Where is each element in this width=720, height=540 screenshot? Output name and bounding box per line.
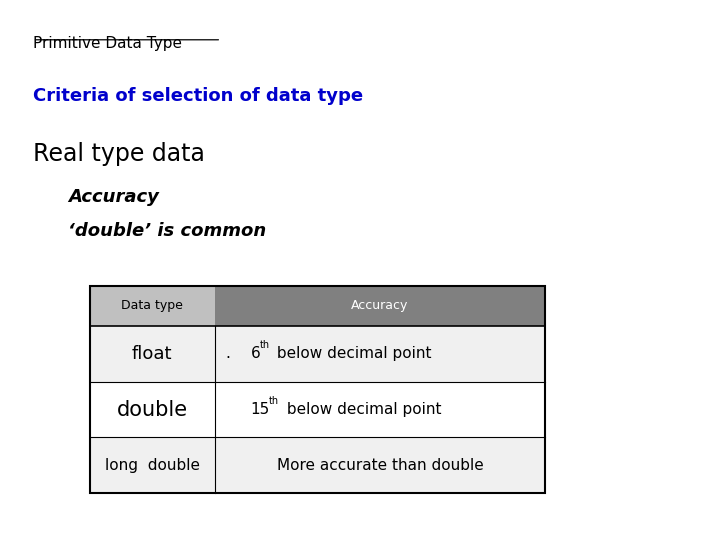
Text: ‘double’ is common: ‘double’ is common [68, 222, 266, 240]
Text: 15: 15 [251, 402, 270, 417]
Bar [89, 286, 215, 326]
Text: long  double: long double [104, 458, 199, 473]
Text: below decimal point: below decimal point [282, 402, 441, 417]
Text: float: float [132, 345, 173, 363]
Text: Primitive Data Type: Primitive Data Type [32, 36, 181, 51]
Text: More accurate than double: More accurate than double [276, 458, 483, 473]
Text: th: th [260, 340, 270, 350]
Bar [89, 382, 545, 437]
Text: Accuracy: Accuracy [68, 187, 159, 206]
Bar [215, 286, 545, 326]
Bar [89, 437, 545, 494]
Text: Data type: Data type [121, 299, 183, 312]
Text: Criteria of selection of data type: Criteria of selection of data type [32, 86, 363, 105]
Text: double: double [117, 400, 188, 420]
Text: 6: 6 [251, 346, 260, 361]
Text: Accuracy: Accuracy [351, 299, 409, 312]
Text: below decimal point: below decimal point [272, 346, 432, 361]
Text: th: th [269, 395, 279, 406]
Text: .: . [225, 346, 230, 361]
Bar [89, 326, 545, 382]
Text: Real type data: Real type data [32, 143, 204, 166]
Bar [89, 286, 545, 494]
